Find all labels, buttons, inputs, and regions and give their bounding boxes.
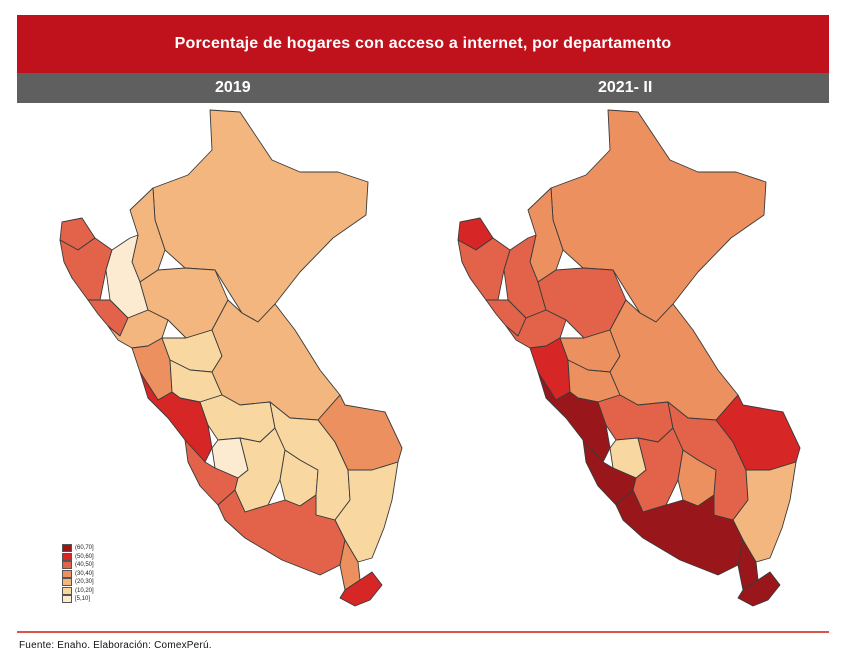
legend-item: [5,10] xyxy=(62,595,94,604)
map2021-region-tacna xyxy=(737,571,781,607)
map2019-region-piura xyxy=(59,237,113,301)
legend-item: (60,70] xyxy=(62,544,94,553)
map2019-region-tacna xyxy=(339,571,383,607)
legend-item: (20,30] xyxy=(62,578,94,587)
legend-label: [5,10] xyxy=(75,596,91,603)
legend-swatch xyxy=(62,569,72,578)
map2019-region-madrededios xyxy=(317,394,403,471)
map2019-region-arequipa xyxy=(217,489,346,576)
map2021-region-madrededios xyxy=(715,394,801,471)
source-note: Fuente: Enaho. Elaboración: ComexPerú. xyxy=(19,640,212,651)
legend-label: (40,50] xyxy=(75,562,94,569)
footer-divider xyxy=(17,631,829,633)
map2019-region-moquegua xyxy=(339,539,361,591)
map2021-region-arequipa xyxy=(615,489,744,576)
legend-item: (40,50] xyxy=(62,561,94,570)
legend-swatch xyxy=(62,595,72,604)
legend-swatch xyxy=(62,544,72,553)
map2021-region-moquegua xyxy=(737,539,759,591)
legend-label: (50,60] xyxy=(75,553,94,560)
legend-label: (30,40] xyxy=(75,570,94,577)
legend-swatch xyxy=(62,586,72,595)
legend-item: (10,20] xyxy=(62,586,94,596)
year-label-2021: 2021- II xyxy=(598,79,653,96)
map2019-region-lima xyxy=(139,371,213,463)
map-2021 xyxy=(457,109,801,607)
legend: (60,70] (50,60] (40,50] (30,40] (20,30] (10,2… xyxy=(62,544,94,604)
legend-label: (20,30] xyxy=(75,579,94,586)
legend-item: (50,60] xyxy=(62,552,94,562)
legend-swatch xyxy=(62,578,72,587)
legend-swatch xyxy=(62,561,72,570)
map2021-region-lima xyxy=(537,371,611,463)
year-label-2019: 2019 xyxy=(215,79,251,96)
legend-item: (30,40] xyxy=(62,569,94,579)
map2021-region-lalibertad xyxy=(505,309,567,349)
legend-label: (60,70] xyxy=(75,545,94,552)
legend-swatch xyxy=(62,552,72,561)
map2019-region-lalibertad xyxy=(107,309,169,349)
map-2019 xyxy=(59,109,403,607)
chart-title: Porcentaje de hogares con acceso a inter… xyxy=(17,15,829,73)
legend-label: (10,20] xyxy=(75,587,94,594)
map2021-region-piura xyxy=(457,237,511,301)
year-header-bar: 2019 2021- II xyxy=(17,73,829,103)
